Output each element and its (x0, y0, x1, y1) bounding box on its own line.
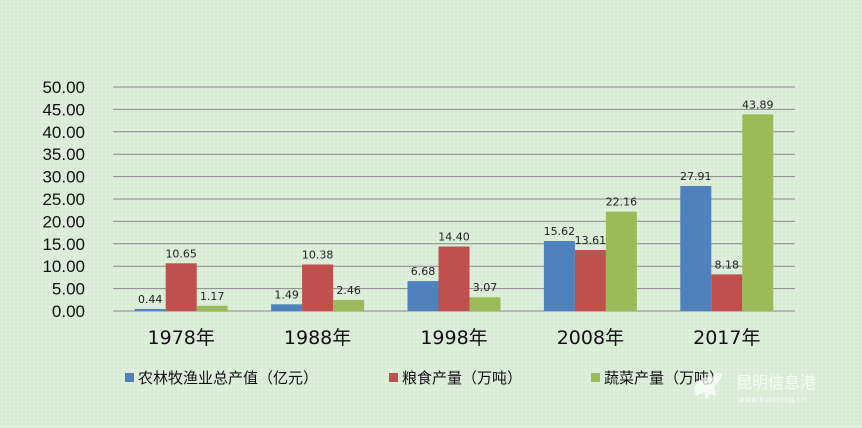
watermark-title: 昆明信息港 (736, 373, 816, 392)
y-tick-label: 15.00 (42, 235, 85, 254)
y-tick-label: 35.00 (42, 145, 85, 164)
watermark: 昆明信息港 www.kunming.cn (694, 372, 816, 404)
y-tick-label: 20.00 (42, 212, 85, 231)
y-axis-ticks: 0.00 5.00 10.00 15.00 20.00 25.00 30.00 35.00 40… (42, 78, 85, 321)
bar (574, 250, 606, 311)
x-tick-label: 1978年 (148, 327, 215, 349)
bar (333, 299, 365, 311)
legend-item: 粮食产量（万吨） (389, 369, 522, 387)
bar (469, 297, 501, 311)
data-label: 13.61 (575, 234, 607, 247)
legend: 农林牧渔业总产值（亿元） 粮食产量（万吨） 蔬菜产量（万吨） (125, 369, 724, 387)
bars (134, 114, 774, 311)
bar (680, 185, 712, 311)
y-tick-label: 45.00 (42, 100, 85, 119)
bar (543, 241, 575, 311)
legend-item: 农林牧渔业总产值（亿元） (125, 369, 318, 387)
bar (438, 246, 470, 311)
data-label: 43.89 (742, 98, 774, 111)
legend-swatch (125, 373, 134, 382)
bar (605, 211, 637, 311)
horse-logo-icon (694, 372, 722, 400)
data-label: 1.17 (200, 290, 225, 303)
x-axis-ticks: 1978年 1988年 1998年 2008年 2017年 (148, 327, 761, 349)
data-label: 27.91 (680, 170, 712, 183)
y-tick-label: 30.00 (42, 168, 85, 187)
y-tick-label: 25.00 (42, 190, 85, 209)
bar (711, 274, 743, 311)
watermark-url: www.kunming.cn (738, 395, 806, 404)
x-tick-label: 2017年 (693, 327, 760, 349)
gridlines (113, 86, 795, 312)
legend-label: 蔬菜产量（万吨） (604, 369, 724, 387)
data-labels: 0.44 10.65 1.17 1.49 10.38 2.46 6.68 14.40 3.07 1… (138, 98, 774, 306)
x-tick-label: 1998年 (420, 327, 487, 349)
x-tick-label: 2008年 (557, 327, 624, 349)
bar (271, 304, 303, 311)
bar (165, 263, 197, 311)
bar (196, 305, 228, 311)
data-label: 6.68 (411, 265, 436, 278)
data-label: 22.16 (606, 196, 638, 209)
legend-swatch (389, 373, 398, 382)
data-label: 0.44 (138, 293, 163, 306)
y-tick-label: 50.00 (42, 78, 85, 97)
data-label: 8.18 (715, 258, 740, 271)
y-tick-label: 0.00 (52, 302, 85, 321)
data-label: 15.62 (544, 225, 576, 238)
y-tick-label: 5.00 (52, 280, 85, 299)
data-label: 2.46 (336, 284, 361, 297)
y-tick-label: 40.00 (42, 123, 85, 142)
bar (407, 281, 439, 311)
data-label: 10.38 (302, 248, 334, 261)
data-label: 1.49 (274, 288, 299, 301)
data-label: 3.07 (473, 281, 498, 294)
y-tick-label: 10.00 (42, 257, 85, 276)
data-label: 10.65 (165, 247, 197, 260)
bar (742, 114, 774, 311)
legend-item: 蔬菜产量（万吨） (591, 369, 724, 387)
bar (302, 264, 334, 311)
data-label: 14.40 (438, 230, 470, 243)
legend-label: 粮食产量（万吨） (402, 369, 522, 387)
bar (134, 309, 166, 311)
x-tick-label: 1988年 (284, 327, 351, 349)
legend-label: 农林牧渔业总产值（亿元） (138, 369, 318, 387)
legend-swatch (591, 373, 600, 382)
